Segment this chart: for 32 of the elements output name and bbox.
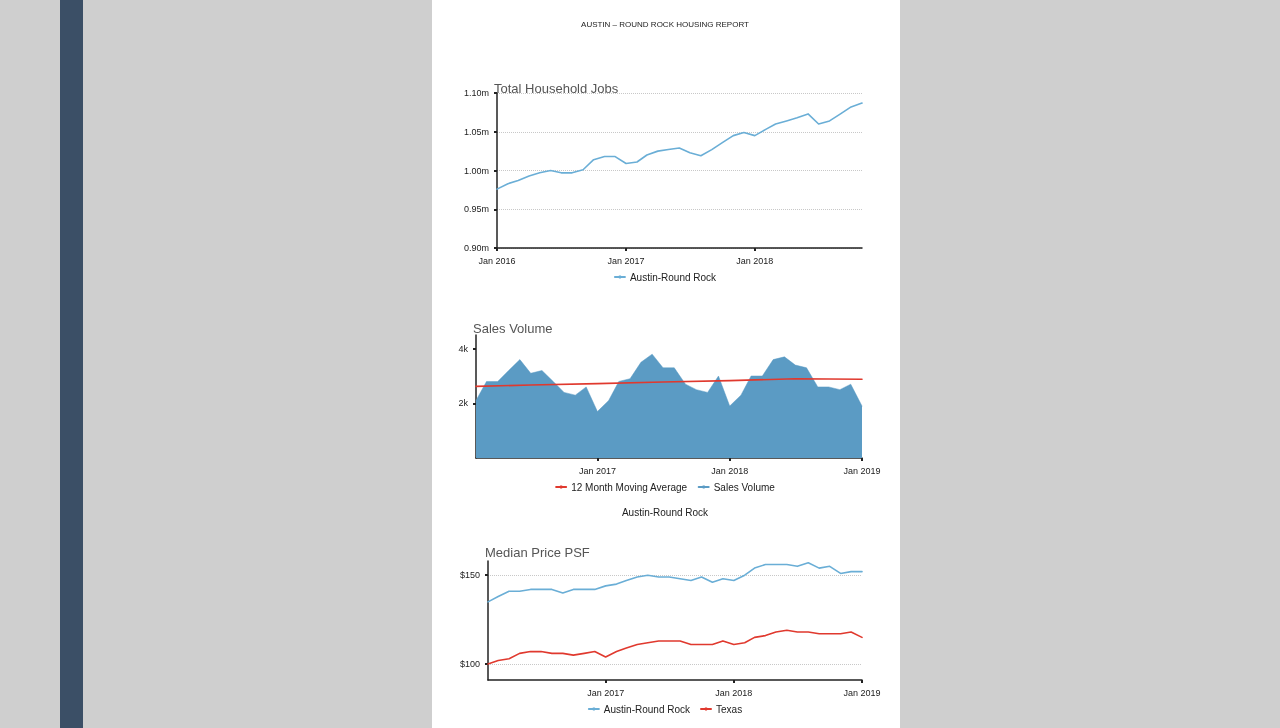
line-series (475, 377, 863, 388)
legend-label: Texas (716, 703, 743, 715)
x-tick-label: Jan 2017 (607, 255, 645, 266)
y-tick-label: 0.90m (463, 243, 489, 253)
chart-title: Sales Volume (473, 321, 553, 336)
y-tick-label: 4k (458, 343, 469, 354)
x-tick-label: Jan 2017 (578, 465, 616, 476)
x-tick-label: Jan 2018 (715, 687, 753, 698)
chart-title: Total Household Jobs (494, 81, 619, 96)
y-tick-label: 2k (458, 398, 469, 409)
legend-label: Austin-Round Rock (629, 271, 718, 283)
legend-label: 12 Month Moving Average (571, 481, 688, 493)
x-tick-label: Jan 2018 (711, 465, 749, 476)
x-tick-label: Jan 2018 (736, 255, 774, 266)
line-series (487, 561, 863, 603)
y-tick-label: 1.10m (463, 88, 489, 98)
line-series (496, 102, 863, 190)
legend-label: Austin-Round Rock (603, 703, 692, 715)
y-tick-label: 1.05m (463, 126, 489, 137)
text: Austin-Round Rock (621, 506, 710, 518)
x-tick-label: Jan 2016 (478, 255, 516, 266)
text: AUSTIN – ROUND ROCK HOUSING REPORT (581, 19, 750, 29)
x-tick-label: Jan 2019 (843, 465, 881, 476)
y-tick-label: $100 (459, 659, 480, 670)
chart-title: Median Price PSF (485, 545, 590, 560)
y-tick-label: 0.95m (463, 204, 489, 215)
y-tick-label: 1.00m (463, 165, 489, 176)
legend-label: Sales Volume (713, 481, 776, 493)
x-tick-label: Jan 2019 (843, 687, 881, 698)
line-series (487, 629, 863, 665)
x-tick-label: Jan 2017 (587, 687, 625, 698)
y-tick-label: $150 (459, 570, 480, 581)
